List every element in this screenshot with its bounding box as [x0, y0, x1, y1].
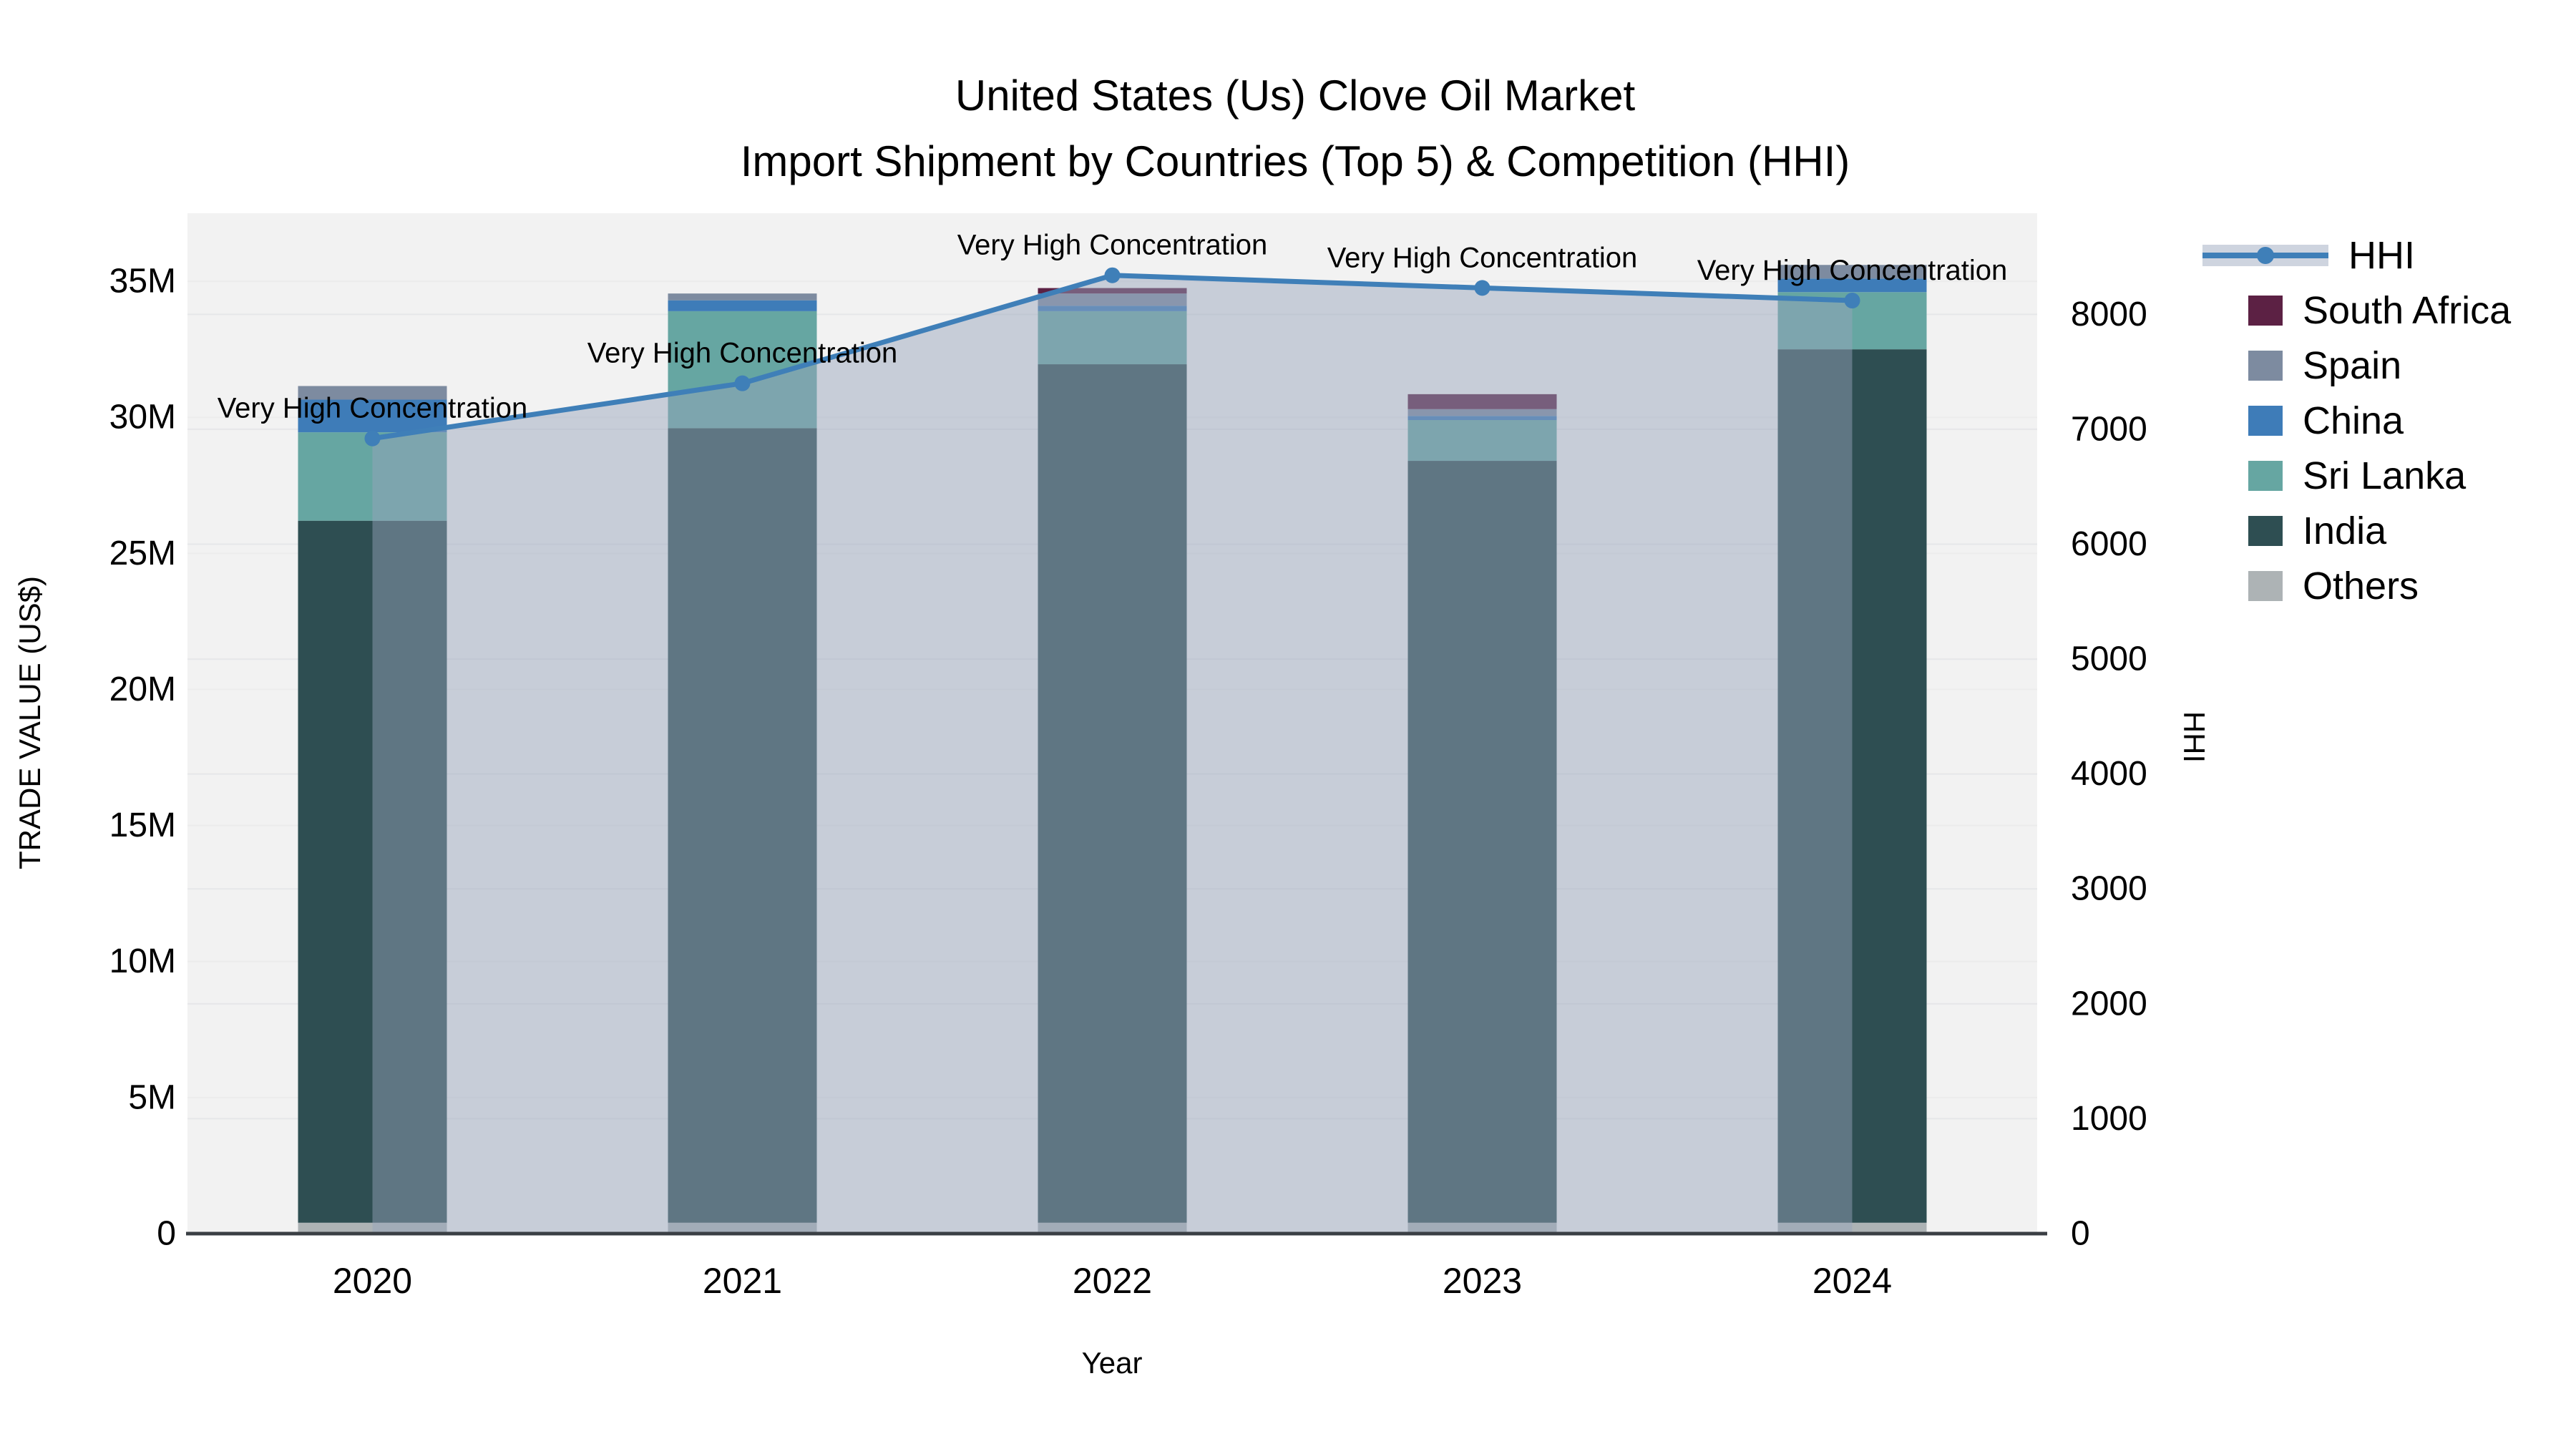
legend-item-spain[interactable]: Spain	[2202, 338, 2511, 393]
x-tick-2024: 2024	[1813, 1261, 1892, 1301]
x-tick-2023: 2023	[1443, 1261, 1522, 1301]
bar-segment-2023-south-africa	[1407, 394, 1557, 409]
chart-title: United States (Us) Clove Oil Market Impo…	[14, 63, 2576, 195]
bar-segment-2023-india	[1407, 461, 1557, 1223]
bar-segment-2021-india	[668, 428, 817, 1223]
bar-segment-2020-china	[298, 399, 447, 433]
bar-segment-2022-india	[1038, 364, 1187, 1223]
bar-segment-2024-others	[1777, 1222, 1927, 1234]
bar-segment-2024-china	[1777, 278, 1927, 293]
bar-segment-2021-others	[668, 1222, 817, 1234]
y-left-tick-5M: 5M	[128, 1078, 176, 1116]
bar-segment-2020-sri-lanka	[298, 432, 447, 521]
legend-item-india[interactable]: India	[2202, 503, 2511, 558]
legend-label-others: Others	[2303, 564, 2419, 608]
hhi-marker-2020	[364, 430, 381, 447]
legend-label-china: China	[2303, 399, 2404, 442]
y-axis-title-left: TRADE VALUE (US$)	[13, 576, 47, 869]
legend-swatch-spain	[2248, 350, 2283, 381]
chart-title-line2: Import Shipment by Countries (Top 5) & C…	[740, 137, 1850, 185]
y-right-tick-1000: 1000	[2071, 1100, 2147, 1138]
legend-swatch-india	[2248, 515, 2283, 546]
annotation-2021: Very High Concentration	[587, 338, 898, 369]
y-right-tick-4000: 4000	[2071, 755, 2147, 793]
y-right-tick-3000: 3000	[2071, 870, 2147, 908]
hhi-area-fill	[372, 275, 1853, 1234]
bar-segment-2022-south-africa	[1038, 288, 1187, 294]
bar-segment-2023-china	[1407, 416, 1557, 421]
y-right-tick-0: 0	[2071, 1215, 2090, 1253]
legend-label-south-africa: South Africa	[2303, 288, 2512, 332]
annotation-2024: Very High Concentration	[1697, 255, 2008, 286]
legend-item-south-africa[interactable]: South Africa	[2202, 283, 2511, 338]
bar-segment-2022-china	[1038, 306, 1187, 311]
y-left-tick-30M: 30M	[109, 399, 176, 436]
legend-item-sri-lanka[interactable]: Sri Lanka	[2202, 448, 2511, 503]
legend-label-india: India	[2303, 509, 2387, 552]
bar-segment-2022-sri-lanka	[1038, 311, 1187, 365]
y-right-tick-7000: 7000	[2071, 410, 2147, 448]
bar-segment-2022-spain	[1038, 293, 1187, 306]
legend-swatch-china	[2248, 405, 2283, 436]
y-left-tick-35M: 35M	[109, 263, 176, 301]
x-axis-title: Year	[1081, 1346, 1143, 1380]
bar-segment-2024-spain	[1777, 265, 1927, 279]
legend-label-spain: Spain	[2303, 343, 2402, 387]
y-right-tick-2000: 2000	[2071, 985, 2147, 1023]
hhi-marker-2021	[734, 375, 751, 391]
hhi-marker-2023	[1474, 280, 1491, 296]
legend-swatch-others	[2248, 570, 2283, 601]
y-left-tick-10M: 10M	[109, 942, 176, 980]
hhi-marker-2024	[1844, 293, 1860, 309]
y-left-tick-15M: 15M	[109, 806, 176, 844]
y-left-tick-0: 0	[157, 1215, 176, 1253]
legend-hhi-marker-dot	[2257, 246, 2274, 264]
y-right-tick-8000: 8000	[2071, 296, 2147, 333]
annotation-2020: Very High Concentration	[218, 393, 528, 424]
legend-item-hhi[interactable]: HHI	[2202, 228, 2511, 283]
y-left-tick-20M: 20M	[109, 670, 176, 708]
y-right-tick-6000: 6000	[2071, 525, 2147, 563]
x-tick-2020: 2020	[333, 1261, 412, 1301]
annotation-2023: Very High Concentration	[1327, 242, 1638, 273]
legend-label-sri-lanka: Sri Lanka	[2303, 454, 2467, 497]
annotation-2022: Very High Concentration	[957, 230, 1268, 261]
x-tick-2022: 2022	[1073, 1261, 1152, 1301]
legend-label-hhi: HHI	[2348, 233, 2415, 277]
bar-segment-2020-others	[298, 1222, 447, 1234]
hhi-marker-2022	[1104, 267, 1121, 283]
y-left-tick-25M: 25M	[109, 535, 176, 572]
legend-swatch-south-africa	[2248, 295, 2283, 326]
bar-segment-2020-spain	[298, 386, 447, 400]
legend-item-others[interactable]: Others	[2202, 558, 2511, 613]
legend-swatch-sri-lanka	[2248, 460, 2283, 491]
bar-segment-2020-india	[298, 520, 447, 1223]
legend-hhi-line-icon	[2202, 244, 2328, 266]
chart-title-line1: United States (Us) Clove Oil Market	[955, 72, 1636, 119]
y-right-tick-5000: 5000	[2071, 640, 2147, 678]
bar-segment-2023-spain	[1407, 409, 1557, 416]
x-tick-2021: 2021	[703, 1261, 782, 1301]
bar-segment-2021-spain	[668, 293, 817, 301]
bar-segment-2022-others	[1038, 1222, 1187, 1234]
bar-segment-2024-india	[1777, 349, 1927, 1223]
bar-segment-2023-others	[1407, 1222, 1557, 1234]
bar-segment-2021-china	[668, 300, 817, 311]
legend-item-china[interactable]: China	[2202, 393, 2511, 448]
legend: HHI South Africa Spain China Sri Lanka India O…	[2202, 228, 2511, 613]
bar-segment-2023-sri-lanka	[1407, 420, 1557, 462]
y-axis-title-right: HHI	[2177, 711, 2211, 763]
